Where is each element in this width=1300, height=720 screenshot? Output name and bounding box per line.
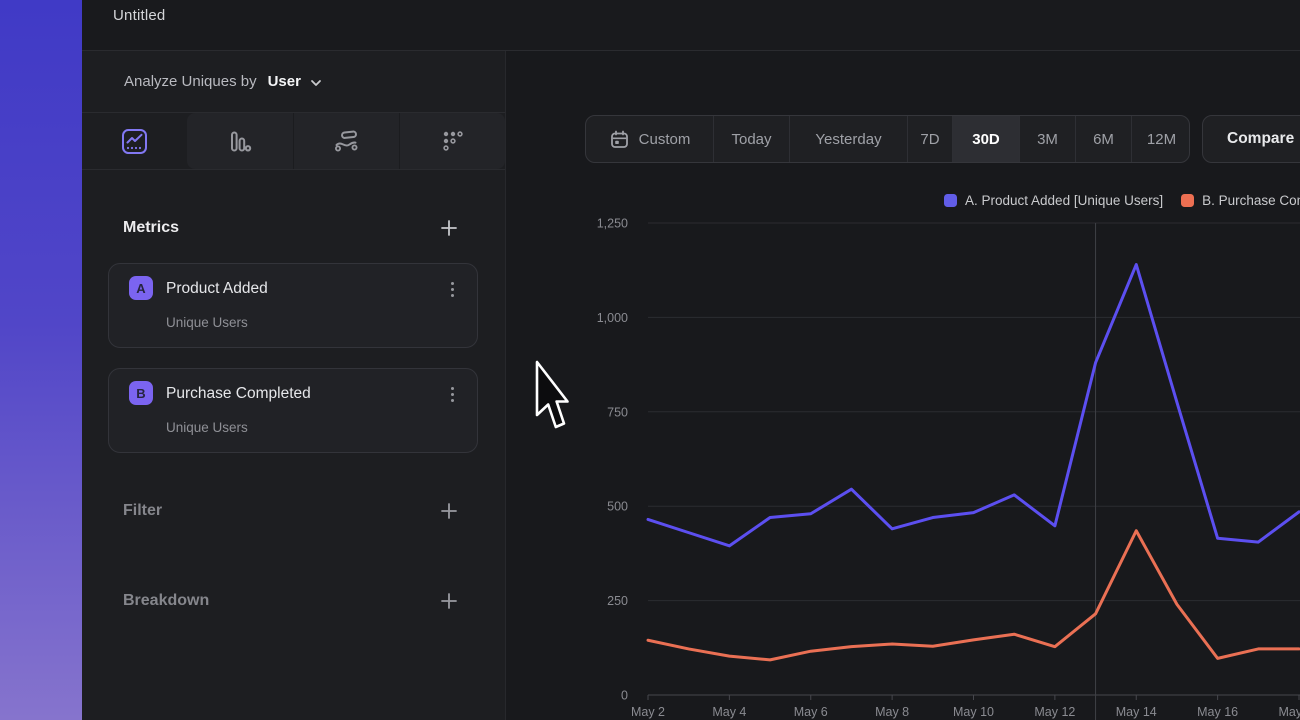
tab-retention[interactable] (399, 113, 505, 169)
tab-flows[interactable] (293, 113, 399, 169)
breakdown-title: Breakdown (123, 592, 209, 610)
range-7d[interactable]: 7D (907, 116, 952, 162)
analyze-by-dropdown[interactable]: User (268, 73, 301, 90)
breakdown-header: Breakdown (82, 583, 506, 619)
metric-name: Product Added (166, 278, 268, 299)
metric-card-product-added[interactable]: A Product Added Unique Users (108, 263, 478, 348)
sidebar: Analyze Uniques by User (82, 51, 506, 720)
svg-text:May 10: May 10 (953, 705, 994, 719)
svg-text:1,250: 1,250 (597, 217, 628, 231)
svg-text:May 6: May 6 (794, 705, 828, 719)
svg-text:May 4: May 4 (712, 705, 746, 719)
range-yesterday[interactable]: Yesterday (789, 116, 907, 162)
svg-text:May 14: May 14 (1116, 705, 1157, 719)
tab-bar-chart[interactable] (187, 113, 292, 169)
svg-text:1,000: 1,000 (597, 311, 628, 325)
svg-text:May 18: May 18 (1279, 705, 1300, 719)
chevron-down-icon[interactable] (310, 79, 322, 87)
metric-subtitle[interactable]: Unique Users (166, 419, 248, 437)
metric-badge-b: B (129, 381, 153, 405)
filter-title: Filter (123, 502, 162, 520)
svg-text:500: 500 (607, 500, 628, 514)
metric-badge-a: A (129, 276, 153, 300)
range-custom[interactable]: Custom (586, 116, 713, 162)
metric-menu-button[interactable] (443, 381, 461, 407)
line-chart-plot[interactable]: 0 250 500 750 1,000 1,250 May 2 May 4 May 6 May 8… (506, 170, 1300, 720)
top-bar: Untitled (82, 0, 1300, 51)
date-range-control: Custom Today Yesterday 7D 30D 3M 6M 12M (585, 115, 1190, 163)
metrics-header: Metrics (82, 210, 506, 246)
bar-chart-icon (227, 129, 252, 154)
tab-insights-line-chart[interactable] (82, 113, 187, 169)
retention-dots-icon (440, 129, 465, 154)
svg-text:May 2: May 2 (631, 705, 665, 719)
svg-text:750: 750 (607, 405, 628, 419)
add-filter-button[interactable] (439, 501, 459, 521)
report-title[interactable]: Untitled (113, 4, 165, 28)
chart-type-tabs (82, 113, 505, 170)
metric-name: Purchase Completed (166, 383, 311, 404)
analyze-label: Analyze Uniques by (124, 73, 257, 90)
mouse-cursor (534, 359, 570, 433)
range-3m[interactable]: 3M (1019, 116, 1075, 162)
svg-text:May 16: May 16 (1197, 705, 1238, 719)
background-gradient-strip (0, 0, 82, 720)
range-6m[interactable]: 6M (1075, 116, 1131, 162)
analyze-row: Analyze Uniques by User (82, 51, 505, 113)
metric-card-purchase-completed[interactable]: B Purchase Completed Unique Users (108, 368, 478, 453)
metric-menu-button[interactable] (443, 276, 461, 302)
metric-subtitle[interactable]: Unique Users (166, 314, 248, 332)
metrics-title: Metrics (123, 219, 179, 237)
calendar-icon (609, 129, 630, 150)
svg-text:May 12: May 12 (1034, 705, 1075, 719)
range-12m[interactable]: 12M (1131, 116, 1190, 162)
range-30d[interactable]: 30D (952, 116, 1019, 162)
range-today[interactable]: Today (713, 116, 789, 162)
add-breakdown-button[interactable] (439, 591, 459, 611)
line-chart-icon (121, 128, 148, 155)
filter-header: Filter (82, 493, 506, 529)
flows-icon (333, 128, 359, 154)
add-metric-button[interactable] (439, 218, 459, 238)
svg-text:May 8: May 8 (875, 705, 909, 719)
compare-button[interactable]: Compare (1202, 115, 1300, 163)
svg-text:0: 0 (621, 689, 628, 703)
svg-text:250: 250 (607, 594, 628, 608)
